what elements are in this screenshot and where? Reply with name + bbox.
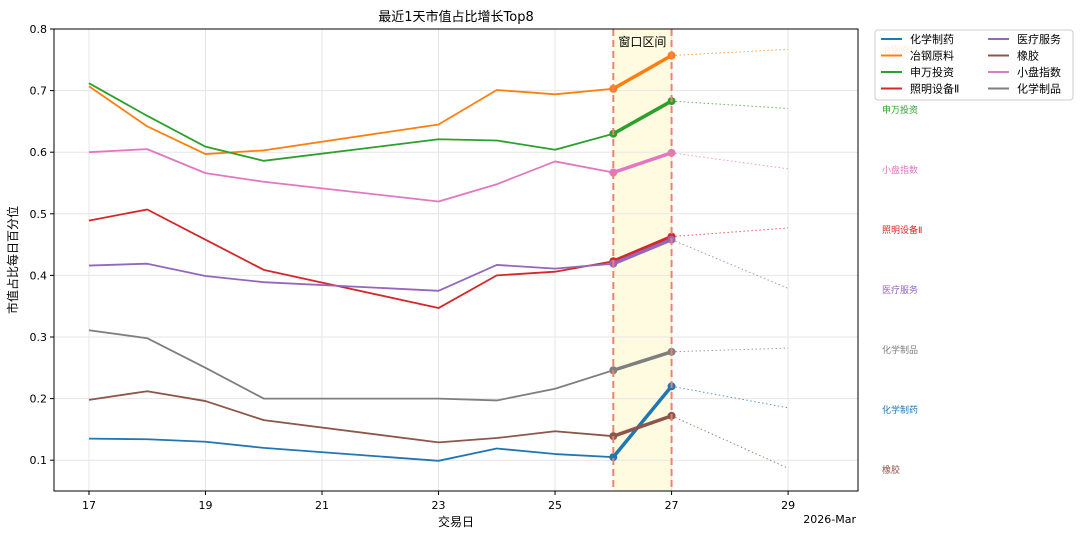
- series-window-segment: [611, 237, 674, 266]
- series-forecast-line: [671, 48, 789, 56]
- legend-item: 医疗服务: [1017, 32, 1061, 46]
- series-window-segment: [611, 384, 674, 459]
- x-tick-label: 19: [198, 499, 212, 512]
- series-window-segment: [611, 414, 674, 438]
- series-forecast-line: [671, 415, 789, 469]
- y-tick-label: 0.7: [30, 85, 48, 98]
- x-tick-label: 17: [82, 499, 96, 512]
- series-line: [88, 390, 614, 444]
- series-line: [88, 82, 614, 162]
- series-forecast-line: [671, 347, 789, 353]
- window-label: 窗口区间: [618, 35, 666, 49]
- legend-item: 照明设备Ⅱ: [910, 82, 959, 96]
- tick-layer: 17 19 21 23 25 27 29 0.1 0.2 0.3 0.4 0.5 0.6 0.7 0.8: [30, 23, 796, 512]
- series-window-segment: [611, 350, 674, 373]
- forecast-layer: [671, 48, 789, 469]
- y-tick-label: 0.1: [30, 454, 48, 467]
- x-tick-label: 29: [781, 499, 795, 512]
- plot-frame: [53, 28, 859, 492]
- x-tick-label: 23: [432, 499, 446, 512]
- series-line: [88, 437, 614, 462]
- side-label: 小盘指数: [882, 164, 918, 176]
- legend-item: 小盘指数: [1017, 65, 1061, 79]
- side-label: 橡胶: [882, 464, 900, 476]
- side-label: 化学制药: [882, 404, 918, 416]
- y-tick-label: 0.2: [30, 393, 48, 406]
- series-line: [88, 329, 614, 402]
- x-axis-offset-label: 2026-Mar: [803, 513, 856, 526]
- x-tick-label: 21: [315, 499, 329, 512]
- chart-title: 最近1天市值占比增长Top8: [378, 9, 533, 25]
- series-forecast-line: [671, 100, 789, 109]
- series-layer: [88, 51, 676, 462]
- series-window-segment: [611, 234, 674, 263]
- x-axis-label: 交易日: [438, 514, 474, 529]
- series-line: [88, 148, 614, 203]
- side-label: 化学制品: [882, 344, 918, 356]
- y-tick-label: 0.3: [30, 331, 48, 344]
- y-axis-label: 市值占比每日百分位: [5, 206, 20, 314]
- legend-item: 申万投资: [910, 65, 954, 79]
- legend-item: 化学制药: [910, 32, 954, 46]
- legend-item: 化学制品: [1017, 82, 1061, 96]
- legend-box: [874, 29, 1074, 101]
- side-label: 照明设备Ⅱ: [882, 224, 922, 236]
- series-line: [88, 262, 614, 292]
- y-tick-label: 0.4: [30, 269, 48, 282]
- y-tick-label: 0.6: [30, 146, 48, 159]
- series-window-segment: [611, 99, 674, 136]
- series-forecast-line: [671, 239, 789, 289]
- series-window-segment: [611, 151, 674, 175]
- series-point: [609, 453, 618, 462]
- legend-item: 冶钢原料: [910, 49, 954, 63]
- side-label: 医疗服务: [882, 284, 918, 296]
- series-line: [88, 208, 614, 309]
- y-tick-label: 0.5: [30, 208, 48, 221]
- y-tick-label: 0.8: [30, 23, 48, 36]
- series-window-segment: [611, 53, 674, 91]
- series-forecast-line: [671, 227, 789, 238]
- series-line: [88, 85, 614, 155]
- window-lines: [612, 29, 673, 491]
- x-tick-label: 27: [665, 499, 679, 512]
- x-tick-label: 25: [548, 499, 562, 512]
- side-label: 申万投资: [882, 104, 918, 116]
- legend-item: 橡胶: [1017, 49, 1039, 63]
